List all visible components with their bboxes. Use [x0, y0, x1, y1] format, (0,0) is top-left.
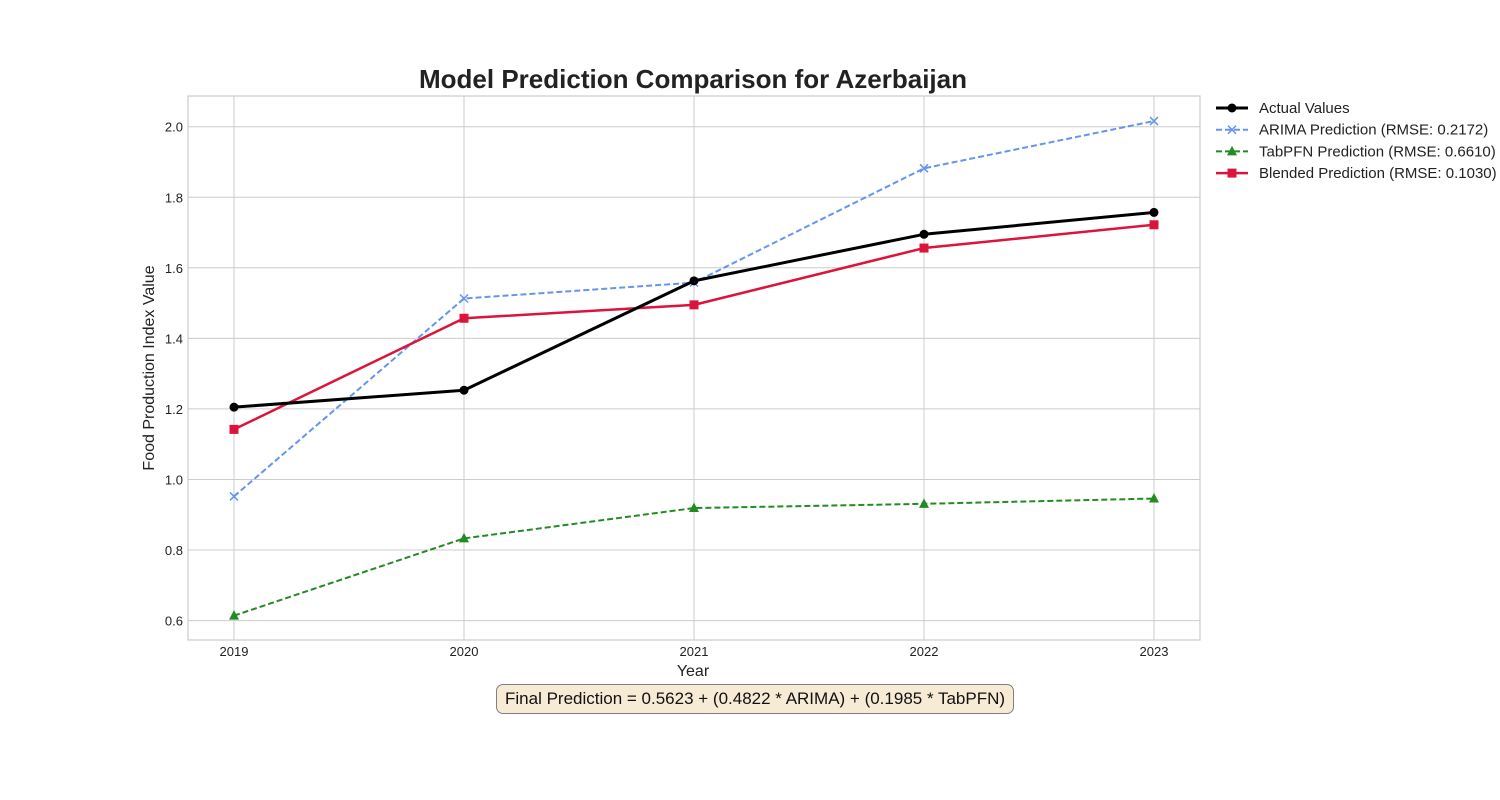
- y-tick-label: 1.0: [165, 472, 183, 487]
- data-point: [459, 385, 469, 395]
- legend-label: TabPFN Prediction (RMSE: 0.6610): [1259, 143, 1496, 160]
- legend-item: TabPFN Prediction (RMSE: 0.6610): [1216, 143, 1496, 160]
- y-axis-label: Food Production Index Value: [141, 265, 158, 470]
- data-point: [459, 532, 469, 543]
- x-tick-label: 2021: [680, 644, 709, 659]
- y-tick-label: 1.2: [165, 402, 183, 417]
- legend-label: Actual Values: [1259, 100, 1350, 117]
- legend-marker: [1227, 103, 1237, 113]
- data-point: [229, 402, 239, 412]
- legend-marker: [1227, 145, 1237, 156]
- y-tick-label: 0.8: [165, 543, 183, 558]
- data-point: [459, 293, 469, 304]
- legend-label: Blended Prediction (RMSE: 0.1030): [1259, 165, 1497, 182]
- data-point: [689, 502, 699, 513]
- data-point: [689, 300, 699, 310]
- formula-annotation: Final Prediction = 0.5623 + (0.4822 * AR…: [496, 684, 1015, 714]
- y-tick-label: 0.6: [165, 614, 183, 629]
- data-point: [229, 610, 239, 620]
- data-point: [919, 498, 929, 508]
- data-point: [1149, 116, 1159, 126]
- series-2: [229, 493, 1159, 620]
- series-0: [229, 207, 1159, 412]
- y-tick-label: 1.6: [165, 261, 183, 276]
- y-tick-label: 1.4: [165, 331, 183, 346]
- grid: [188, 96, 1200, 640]
- data-point: [459, 313, 469, 323]
- x-tick-label: 2022: [910, 644, 939, 659]
- legend-item: ARIMA Prediction (RMSE: 0.2172): [1216, 122, 1488, 139]
- y-tick-label: 1.8: [165, 190, 183, 205]
- data-point: [229, 491, 239, 501]
- x-axis-label: Year: [677, 663, 710, 680]
- x-tick-label: 2020: [450, 644, 479, 659]
- chart-title: Model Prediction Comparison for Azerbaij…: [419, 64, 967, 94]
- legend-item: Actual Values: [1216, 100, 1350, 117]
- data-point: [229, 424, 239, 434]
- data-point: [919, 229, 929, 239]
- data-point: [1149, 207, 1159, 217]
- legend-label: ARIMA Prediction (RMSE: 0.2172): [1259, 122, 1488, 139]
- data-point: [919, 243, 929, 253]
- legend-marker: [1227, 168, 1237, 178]
- data-point: [689, 276, 699, 286]
- y-tick-label: 2.0: [165, 120, 183, 135]
- x-axis: 2019 2020 2021 2022 2023: [220, 644, 1169, 659]
- legend-item: Blended Prediction (RMSE: 0.1030): [1216, 165, 1497, 182]
- y-axis: 0.6 0.8 1.0 1.2 1.4 1.6 1.8 2.0: [165, 120, 183, 629]
- series-3: [229, 220, 1159, 434]
- legend-marker: [1227, 125, 1237, 135]
- legend: Actual Values ARIMA Prediction (RMSE: 0.2…: [1216, 100, 1497, 182]
- series-layer: [229, 116, 1159, 620]
- data-point: [919, 163, 929, 173]
- x-tick-label: 2023: [1140, 644, 1169, 659]
- x-tick-label: 2019: [220, 644, 249, 659]
- data-point: [1149, 220, 1159, 230]
- data-point: [1149, 493, 1159, 503]
- plot-frame: [187, 95, 1201, 641]
